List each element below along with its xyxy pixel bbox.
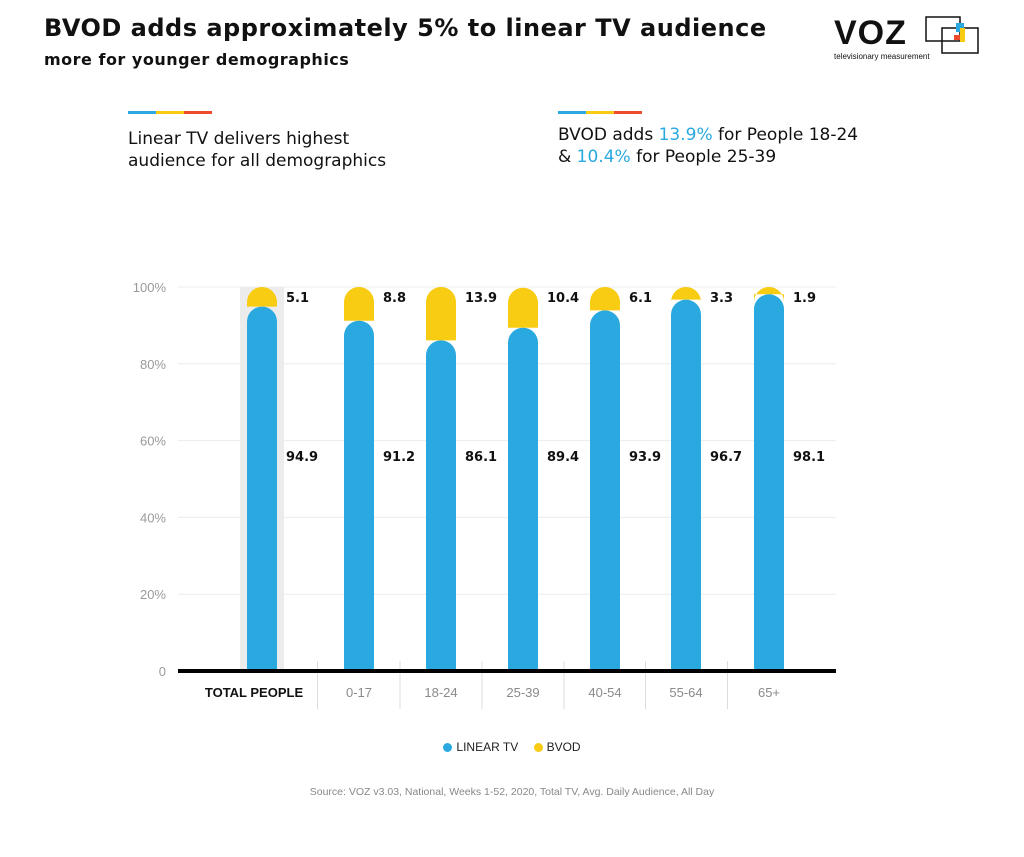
data-label-linear: 98.1 bbox=[793, 450, 825, 465]
data-label-bvod: 10.4 bbox=[547, 291, 579, 306]
data-label-bvod: 13.9 bbox=[465, 291, 497, 306]
bar-bvod bbox=[508, 287, 538, 328]
bar-bvod bbox=[671, 287, 701, 302]
stripe-red bbox=[614, 111, 642, 114]
callout-right-line1-highlight: 13.9% bbox=[658, 125, 713, 145]
callout-left-line1: Linear TV delivers highest bbox=[128, 129, 350, 149]
data-label-linear: 93.9 bbox=[629, 450, 661, 465]
data-label-bvod: 6.1 bbox=[629, 291, 652, 306]
legend-linear-swatch bbox=[443, 743, 453, 752]
chart-legend: LINEAR TV BVOD bbox=[0, 740, 1024, 754]
source-note: Source: VOZ v3.03, National, Weeks 1-52,… bbox=[309, 786, 715, 798]
logo-word: VOZ bbox=[834, 14, 907, 52]
data-label-linear: 86.1 bbox=[465, 450, 497, 465]
callout-right-line2-post: for People 25-39 bbox=[630, 147, 777, 167]
x-category-label: 55-64 bbox=[669, 685, 702, 700]
callout-right-line1-pre: BVOD adds bbox=[558, 125, 659, 145]
data-label-linear: 94.9 bbox=[286, 450, 318, 465]
bar-linear bbox=[590, 310, 620, 671]
data-label-linear: 89.4 bbox=[547, 450, 579, 465]
data-label-linear: 96.7 bbox=[710, 450, 742, 465]
logo-tagline: televisionary measurement bbox=[834, 52, 930, 61]
bar-linear bbox=[247, 306, 277, 671]
legend-item-linear: LINEAR TV bbox=[443, 740, 518, 754]
bar-bvod bbox=[247, 287, 277, 307]
bar-linear bbox=[508, 327, 538, 671]
bar-bvod bbox=[590, 287, 620, 311]
voz-logo: VOZ televisionary measurement bbox=[832, 14, 992, 62]
bar-bvod bbox=[426, 287, 456, 341]
stripe-yellow bbox=[156, 111, 184, 114]
bar-linear bbox=[754, 294, 784, 671]
callout-right-line2-highlight: 10.4% bbox=[576, 147, 631, 167]
x-category-label: 40-54 bbox=[588, 685, 621, 700]
bar-linear bbox=[671, 299, 701, 671]
stacked-bar-chart: 0 20% 40% 60% 80% 100% 5.1 94.9 TOTAL PEOPLE 8.8 9… bbox=[133, 280, 836, 709]
stripe-yellow bbox=[586, 111, 614, 114]
y-tick-label: 80% bbox=[140, 357, 166, 372]
legend-item-bvod: BVOD bbox=[533, 740, 581, 754]
legend-linear-label: LINEAR TV bbox=[456, 740, 519, 754]
callout-right-line1-post: for People 18-24 bbox=[712, 125, 859, 145]
callout-right: BVOD adds 13.9% for People 18-24 & 10.4%… bbox=[558, 124, 858, 168]
callout-right-line1: BVOD adds 13.9% for People 18-24 bbox=[558, 124, 858, 146]
y-tick-label: 20% bbox=[140, 587, 166, 602]
x-category-label: 65+ bbox=[758, 685, 780, 700]
bar-linear bbox=[344, 320, 374, 671]
callout-left: Linear TV delivers highest audience for … bbox=[128, 128, 386, 172]
y-tick-label: 60% bbox=[140, 434, 166, 449]
y-tick-label: 0 bbox=[159, 664, 166, 679]
y-tick-label: 40% bbox=[140, 510, 166, 525]
bar-bvod bbox=[344, 287, 374, 321]
data-label-linear: 91.2 bbox=[383, 450, 415, 465]
callout-right-stripe bbox=[558, 111, 642, 114]
stripe-blue bbox=[128, 111, 156, 114]
bar-bvod bbox=[754, 287, 784, 302]
data-label-bvod: 1.9 bbox=[793, 291, 816, 306]
tv-screens-icon bbox=[925, 16, 979, 54]
legend-bvod-label: BVOD bbox=[546, 740, 581, 754]
chart-title: BVOD adds approximately 5% to linear TV … bbox=[44, 14, 767, 42]
bar-linear bbox=[426, 340, 456, 671]
data-label-bvod: 5.1 bbox=[286, 291, 309, 306]
data-label-bvod: 8.8 bbox=[383, 291, 406, 306]
callout-left-line2: audience for all demographics bbox=[128, 151, 387, 171]
callout-right-line2: & 10.4% for People 25-39 bbox=[558, 146, 858, 168]
chart-subtitle: more for younger demographics bbox=[44, 50, 350, 69]
x-category-label: 25-39 bbox=[506, 685, 539, 700]
y-tick-label: 100% bbox=[133, 280, 167, 295]
callout-left-stripe bbox=[128, 111, 212, 114]
callout-right-line2-pre: & bbox=[558, 147, 577, 167]
stripe-red bbox=[184, 111, 212, 114]
x-category-label: TOTAL PEOPLE bbox=[205, 685, 304, 700]
legend-bvod-swatch bbox=[533, 743, 543, 752]
x-category-label: 18-24 bbox=[424, 685, 457, 700]
stripe-blue bbox=[558, 111, 586, 114]
x-category-label: 0-17 bbox=[346, 685, 372, 700]
data-label-bvod: 3.3 bbox=[710, 291, 733, 306]
